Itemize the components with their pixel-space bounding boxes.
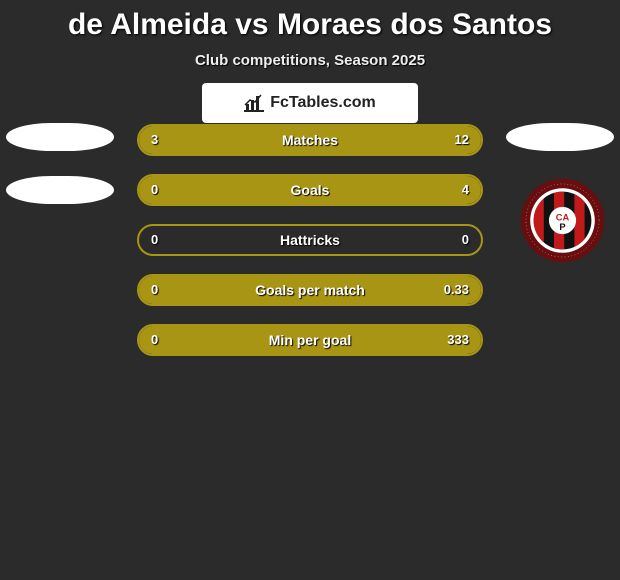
page-title: de Almeida vs Moraes dos Santos bbox=[0, 0, 620, 42]
club-left-logo-placeholder bbox=[6, 176, 114, 204]
page-subtitle: Club competitions, Season 2025 bbox=[0, 52, 620, 69]
stat-bar: 312Matches bbox=[137, 124, 483, 156]
brand-badge[interactable]: FcTables.com bbox=[202, 83, 418, 123]
bar-chart-icon bbox=[244, 94, 264, 112]
stat-bar: 00Hattricks bbox=[137, 224, 483, 256]
player-left-photo-placeholder bbox=[6, 123, 114, 151]
stat-bar: 04Goals bbox=[137, 174, 483, 206]
brand-text: FcTables.com bbox=[270, 94, 376, 112]
stat-bar: 00.33Goals per match bbox=[137, 274, 483, 306]
svg-text:CA: CA bbox=[556, 213, 570, 223]
stat-label: Hattricks bbox=[139, 226, 481, 254]
stat-label: Goals bbox=[139, 176, 481, 204]
svg-text:P: P bbox=[559, 222, 565, 232]
club-right-logo: CA P bbox=[520, 178, 605, 263]
canvas: de Almeida vs Moraes dos Santos Club com… bbox=[0, 0, 620, 580]
comparison-bars: 312Matches 04Goals 00Hattricks 00.33Goals p… bbox=[137, 124, 483, 374]
player-right-photo-placeholder bbox=[506, 123, 614, 151]
stat-label: Min per goal bbox=[139, 326, 481, 354]
stat-label: Goals per match bbox=[139, 276, 481, 304]
stat-label: Matches bbox=[139, 126, 481, 154]
stat-bar: 0333Min per goal bbox=[137, 324, 483, 356]
